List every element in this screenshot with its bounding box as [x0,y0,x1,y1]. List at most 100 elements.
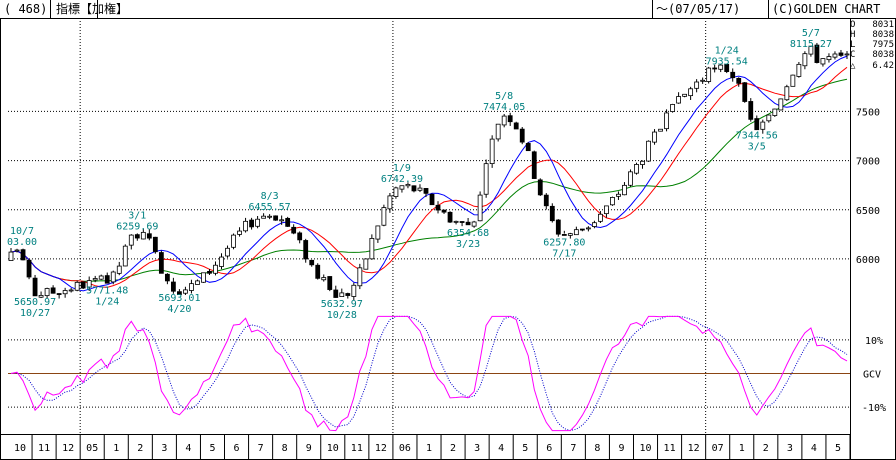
month-tick-label: 9 [306,443,312,454]
candle-body [742,82,748,102]
candle-body [195,280,200,285]
candle-body [441,209,447,213]
candle-body [134,234,140,239]
month-tick-label: 4 [498,443,504,454]
candle-body [68,289,74,292]
month-tick-label: 07 [712,443,724,454]
candle-body [567,233,573,236]
candle-body [411,185,417,192]
candle-body [471,221,477,227]
annotation-label: 8/3 [261,191,279,202]
candle-body [658,128,663,132]
candle-body [712,67,718,70]
candle-body [766,114,772,122]
candle-body [604,205,609,215]
candle-body [321,277,327,281]
annotation-value: 6259.69 [116,221,158,232]
candle-body [363,258,369,270]
candle-body [183,289,188,294]
candle-body [760,121,766,130]
copyright: (C)GOLDEN CHART [772,2,881,16]
candle-body [634,164,639,174]
candle-body [92,278,98,281]
annotation-label: 1/24 [95,296,119,307]
candle-body [44,288,50,297]
annotation-label: 10/7 [10,226,34,237]
annotation-value: 8115.27 [790,39,832,50]
candle-body [754,118,760,131]
ma-long-series [10,78,848,282]
candle-body [585,227,591,230]
annotation-value: 7474.05 [483,102,525,113]
gcv-series [10,315,848,432]
annotation-label: 1/9 [393,163,411,174]
candle-body [86,280,92,288]
price-grid [8,18,850,434]
month-tick-label: 5 [209,443,215,454]
month-tick-label: 3 [474,443,480,454]
candle-body [20,249,26,261]
candle-body [122,245,128,267]
annotation-label: 1/24 [715,46,739,57]
annotations: 10/703.005650.9710/275771.481/243/16259.… [7,28,832,321]
annotation-value: 5693.01 [158,293,200,304]
month-tick-label: 11 [664,443,676,454]
candle-body [128,234,134,246]
month-tick-label: 8 [594,443,600,454]
month-x-axis: 10 11 12 05 1 2 3 4 5 6 7 8 9 10 11 12 06 1 2 3 4 5 6 7 8 9 10 11 12… [14,434,851,460]
candle-body [164,273,170,282]
candle-body [676,96,681,104]
annotation-value: 03.00 [7,237,37,248]
candle-body [796,63,802,77]
ma-short-series [10,55,848,292]
gcv-label: GCV [863,370,881,381]
candle-body [14,249,20,252]
candle-body [820,58,826,65]
month-tick-label: 6 [234,443,240,454]
candle-body [429,193,435,206]
month-tick-label: 10 [639,443,651,454]
ma-mid-series [10,66,848,288]
candle-body [483,163,489,195]
candle-body [291,226,297,234]
candle-body [393,187,399,197]
candle-body [561,234,567,236]
candle-body [8,251,14,261]
annotation-label: 3/5 [748,142,766,153]
candle-body [50,287,56,294]
candle-body [170,281,176,292]
annotation-value: 6455.57 [249,202,291,213]
candles [8,42,850,301]
candle-body [327,276,333,290]
candle-body [700,79,706,82]
price-tick-label: 6000 [856,255,880,266]
candle-body [98,275,104,280]
candle-body [531,151,537,179]
annotation-label: 10/27 [20,308,50,319]
candle-body [724,63,730,72]
candle-body [357,267,363,287]
candle-body [832,53,838,58]
candle-body [189,283,194,291]
annotation-label: 4/20 [167,304,191,315]
candle-body [579,228,585,231]
price-tick-label: 6500 [856,206,880,217]
candle-body [640,160,645,165]
candle-body [435,204,441,211]
ma-long-line [10,78,848,282]
page-title: 指標【加権】 [56,2,129,16]
candle-body [213,264,218,274]
candle-body [730,71,736,79]
candle-body [80,281,86,289]
month-tick-label: 3 [161,443,167,454]
candle-body [465,221,471,226]
candle-body [273,215,279,221]
candle-body [459,221,465,223]
month-tick-label: 10 [327,443,339,454]
month-tick-label: 9 [618,443,624,454]
candle-body [225,247,230,257]
candle-body [140,231,146,240]
candle-body [375,225,381,240]
candle-body [369,238,375,260]
